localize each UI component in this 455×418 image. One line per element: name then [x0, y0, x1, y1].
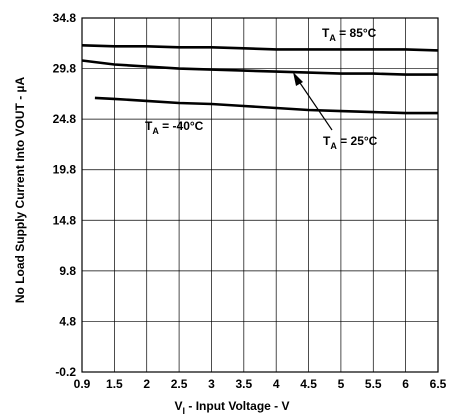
series-line-2 [94, 96, 438, 115]
series-group [81, 44, 439, 115]
y-tick-label: -0.2 [55, 365, 76, 379]
y-tick-label: 9.8 [59, 264, 76, 278]
x-tick-label: 3.5 [235, 377, 252, 391]
x-tick-label: 4.5 [300, 377, 317, 391]
y-tick-label: 34.8 [53, 11, 77, 25]
annotation-arrow [293, 72, 333, 131]
y-tick-label: 24.8 [53, 112, 77, 126]
x-tick-label: 2.5 [171, 377, 188, 391]
annotation-25c: TA = 25°C [323, 134, 378, 151]
plot-frame [81, 17, 439, 373]
x-tick-label: 3 [208, 377, 215, 391]
series-line-0 [81, 44, 439, 52]
x-tick-label: 1.5 [106, 377, 123, 391]
y-tick-label: 19.8 [53, 163, 77, 177]
x-tick-label: 6.5 [430, 377, 447, 391]
x-tick-label: 4 [273, 377, 280, 391]
tick-labels: 0.9 1.5 2 2.5 3 3.5 4 4.5 5 5.5 6 6.5 -0.2 4.8 9.8 14.8… [53, 11, 447, 391]
x-axis-title: VI - Input Voltage - V [175, 399, 290, 416]
y-axis-title: No Load Supply Current Into VOUT - µA [13, 77, 27, 304]
grid [82, 18, 438, 372]
annotation-85c: TA = 85°C [322, 26, 377, 43]
y-tick-label: 4.8 [59, 314, 76, 328]
y-tick-label: 14.8 [53, 213, 77, 227]
series-line-1 [81, 59, 438, 76]
x-tick-label: 5.5 [365, 377, 382, 391]
annotation-minus40c: TA = -40°C [145, 119, 204, 136]
x-tick-label: 5 [338, 377, 345, 391]
x-tick-label: 0.9 [74, 377, 91, 391]
x-tick-label: 6 [402, 377, 409, 391]
x-tick-label: 2 [143, 377, 150, 391]
y-tick-label: 29.8 [53, 62, 77, 76]
